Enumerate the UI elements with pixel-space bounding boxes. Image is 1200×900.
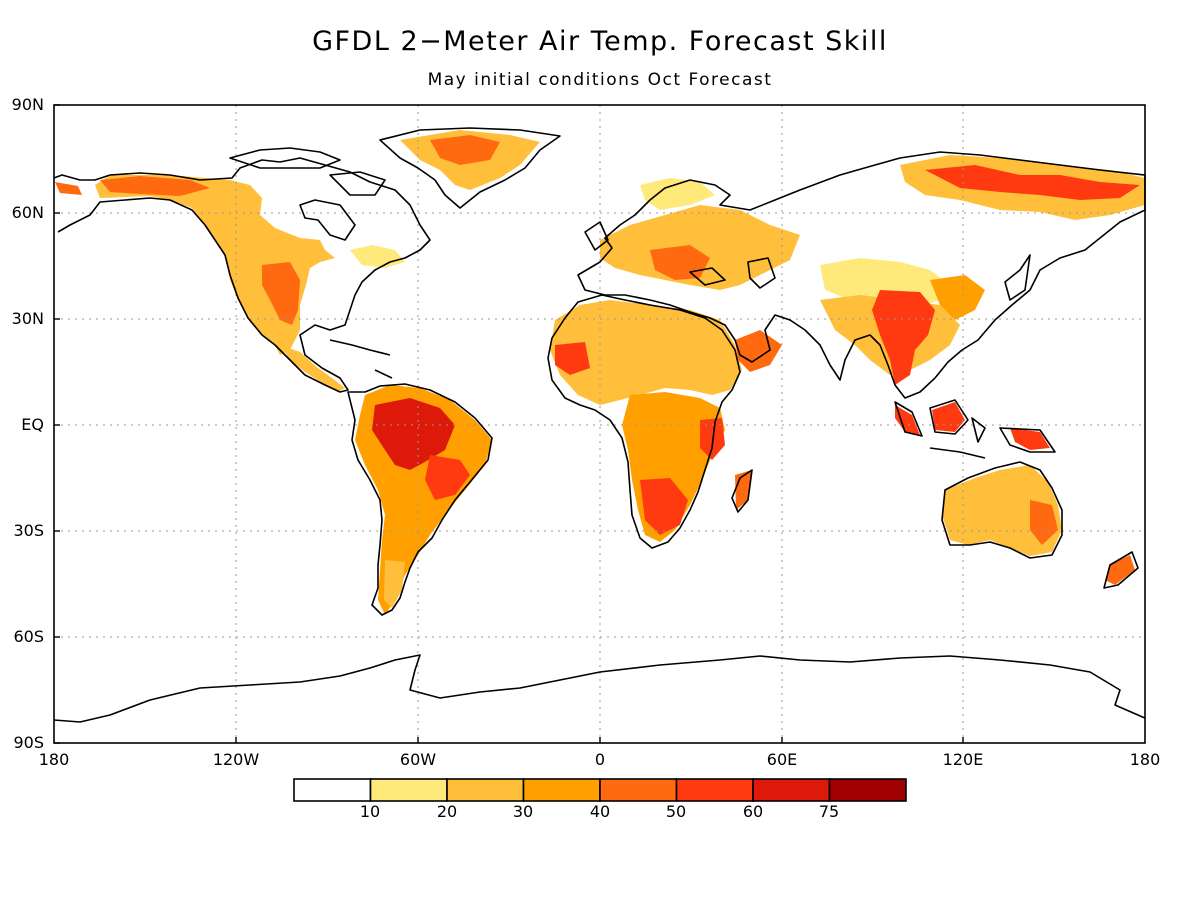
coastline-north-america	[53, 157, 431, 393]
colorbar-label: 40	[589, 802, 611, 821]
skill-region-indochina-hot	[872, 290, 935, 385]
skill-region-sumatra	[895, 405, 920, 435]
skill-shading	[55, 130, 1145, 615]
colorbar-label: 10	[359, 802, 381, 821]
coastline-uk	[584, 221, 609, 251]
y-tick-label: 90S	[13, 733, 44, 752]
skill-region-north-america-hot	[262, 262, 300, 325]
skill-region-new-guinea	[1010, 428, 1050, 450]
skill-region-sahel-hot	[555, 342, 590, 375]
skill-region-patagonia	[384, 560, 405, 608]
colorbar-bin-8	[828, 778, 907, 802]
coastline-hudson-bay	[299, 199, 356, 241]
skill-region-china	[930, 275, 985, 320]
skill-region-australia	[942, 465, 1062, 556]
skill-region-arabia	[735, 330, 782, 372]
colorbar-bin-6	[675, 778, 754, 802]
y-tick-label: 60N	[11, 203, 44, 222]
x-tick-label: 180	[38, 750, 70, 769]
y-tick-label: 30N	[11, 309, 44, 328]
colorbar-bin-2	[369, 778, 448, 802]
coastline-central-america-caribbean	[329, 339, 393, 379]
x-tick-label: 120W	[212, 750, 260, 769]
x-tick-label: 180	[1129, 750, 1161, 769]
skill-region-greenland-hot	[430, 135, 500, 165]
coastline-japan	[1004, 254, 1031, 301]
y-tick-label: 90N	[11, 95, 44, 114]
coastline-greenland	[379, 127, 561, 209]
skill-region-south-africa-hot	[640, 478, 688, 535]
skill-region-alaska	[100, 176, 210, 196]
skill-region-chukotka	[55, 182, 82, 195]
coastline-indonesia	[894, 399, 1056, 459]
colorbar-label: 75	[818, 802, 840, 821]
skill-region-siberia-hot	[925, 165, 1140, 200]
y-tick-label: 60S	[13, 627, 44, 646]
x-tick-label: 120E	[942, 750, 984, 769]
coastline-eurasia	[577, 151, 1146, 399]
coastline-south-america	[347, 383, 493, 616]
colorbar-bin-4	[522, 778, 601, 802]
chart-subtitle: May initial conditions Oct Forecast	[427, 70, 773, 90]
x-tick-label: 0	[594, 750, 606, 769]
coastline-new-zealand	[1103, 551, 1139, 589]
skill-region-amazon-hot	[372, 398, 455, 470]
graticule	[54, 105, 1145, 743]
skill-region-central-america	[280, 345, 345, 392]
coastline-madagascar	[731, 469, 753, 513]
colorbar-label: 20	[436, 802, 458, 821]
colorbar-label: 50	[665, 802, 687, 821]
skill-region-south-america-hot	[425, 455, 470, 500]
colorbar-label: 60	[742, 802, 764, 821]
skill-region-europe	[600, 205, 800, 290]
x-tick-label: 60E	[766, 750, 798, 769]
x-tick-label: 60W	[399, 750, 437, 769]
coastline-antarctica	[53, 654, 1146, 723]
skill-region-borneo	[932, 402, 965, 432]
y-tick-label: 30S	[13, 521, 44, 540]
axis-ticks	[54, 104, 964, 744]
coastline-australia	[941, 461, 1063, 559]
colorbar-bin-5	[599, 778, 678, 802]
skill-region-north-america	[95, 175, 335, 355]
coastline-black-caspian	[689, 257, 776, 289]
chart-title: GFDL 2−Meter Air Temp. Forecast Skill	[312, 26, 888, 57]
colorbar-bin-3	[446, 778, 525, 802]
skill-region-australia-east	[1030, 500, 1058, 545]
skill-region-scandinavia	[640, 178, 715, 210]
colorbar-label: 30	[512, 802, 534, 821]
coastlines	[53, 127, 1146, 723]
colorbar-bin-7	[752, 778, 831, 802]
skill-region-canada-east	[350, 245, 405, 268]
skill-region-new-zealand	[1105, 555, 1135, 585]
y-tick-label: EQ	[21, 415, 44, 434]
colorbar-bin-1	[293, 778, 372, 802]
skill-region-north-africa	[550, 300, 742, 405]
coastline-africa	[547, 294, 741, 549]
colorbar	[293, 778, 907, 802]
coastline-arctic-islands	[229, 147, 386, 196]
